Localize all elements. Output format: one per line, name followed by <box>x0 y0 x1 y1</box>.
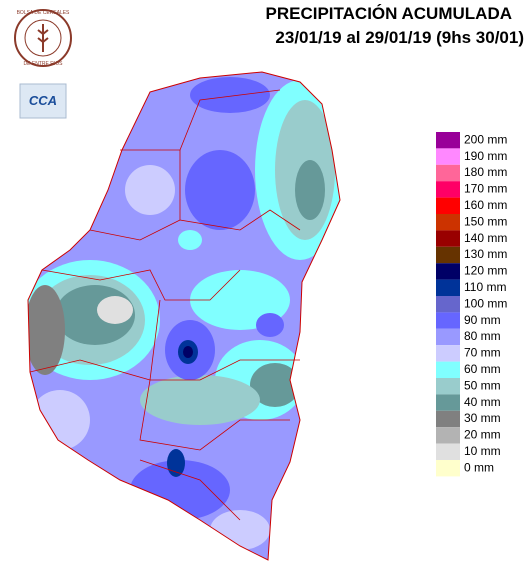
legend-swatch <box>436 279 460 296</box>
legend-label: 140 mm <box>464 231 507 245</box>
legend-swatch <box>436 296 460 313</box>
legend-swatch <box>436 246 460 264</box>
bolsa-logo: BOLSA DE CEREALES DE ENTRE RIOS <box>14 9 72 67</box>
legend-label: 200 mm <box>464 132 507 146</box>
legend-swatch <box>436 427 460 444</box>
legend-swatch <box>436 263 460 280</box>
legend-swatch <box>436 410 460 428</box>
legend-swatch <box>436 230 460 247</box>
legend-label: 170 mm <box>464 182 507 196</box>
legend-swatch <box>436 148 460 165</box>
legend-label: 30 mm <box>464 411 501 425</box>
legend-label: 60 mm <box>464 362 501 376</box>
legend-label: 90 mm <box>464 313 501 327</box>
legend-swatch <box>436 197 460 214</box>
legend-label: 10 mm <box>464 444 501 458</box>
legend-swatch <box>436 312 460 329</box>
legend-swatch <box>436 378 460 395</box>
legend-label: 130 mm <box>464 247 507 261</box>
subtitle: 23/01/19 al 29/01/19 (9hs 30/01) <box>275 28 524 47</box>
legend-label: 190 mm <box>464 149 507 163</box>
legend-swatch <box>436 328 460 346</box>
legend-swatch <box>436 460 460 477</box>
legend-swatch <box>436 345 460 362</box>
legend-label: 20 mm <box>464 428 501 442</box>
title: PRECIPITACIÓN ACUMULADA <box>266 4 513 23</box>
legend-label: 120 mm <box>464 264 507 278</box>
legend-label: 70 mm <box>464 346 501 360</box>
legend-label: 100 mm <box>464 296 507 310</box>
logo-text: DE ENTRE RIOS <box>24 61 64 67</box>
legend-swatch <box>436 181 460 198</box>
legend-swatch <box>436 132 460 149</box>
legend-swatch <box>436 214 460 231</box>
legend-label: 110 mm <box>464 280 506 294</box>
legend-swatch <box>436 361 460 378</box>
legend-label: 180 mm <box>464 165 507 179</box>
legend-swatch <box>436 164 460 182</box>
cca-logo: CCA <box>19 83 67 119</box>
legend: 200 mm 190 mm 180 mm 170 mm 160 mm 150 mm 140 … <box>436 132 507 477</box>
legend-label: 0 mm <box>464 460 494 474</box>
logo-text: CCA <box>29 93 57 108</box>
legend-label: 150 mm <box>464 214 507 228</box>
legend-label: 160 mm <box>464 198 507 212</box>
department-borders <box>29 89 301 521</box>
legend-swatch <box>436 394 460 411</box>
legend-swatch <box>436 443 460 460</box>
legend-label: 50 mm <box>464 378 501 392</box>
precip-map <box>28 72 340 560</box>
logo-text: BOLSA DE CEREALES <box>17 10 70 16</box>
legend-label: 40 mm <box>464 395 501 409</box>
legend-label: 80 mm <box>464 329 501 343</box>
